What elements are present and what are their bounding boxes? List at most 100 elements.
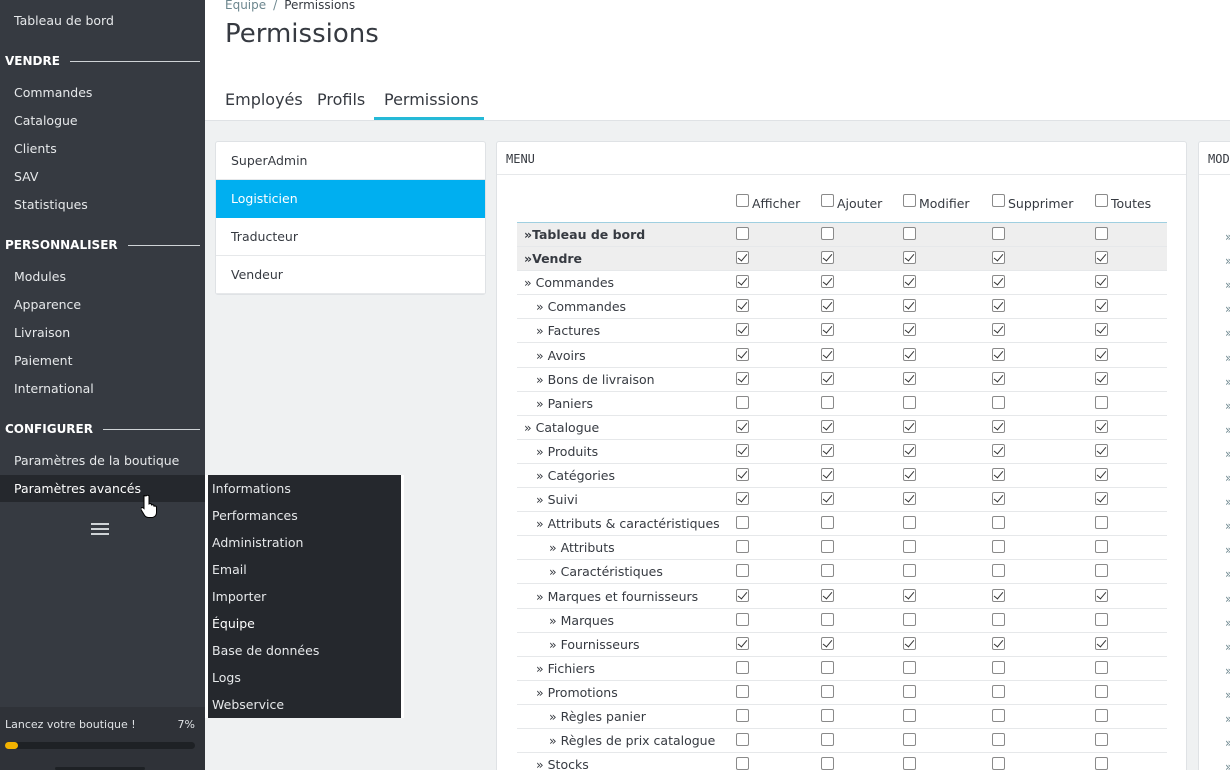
nav-item-international[interactable]: International bbox=[14, 381, 94, 396]
permission-checkbox[interactable] bbox=[903, 636, 916, 650]
permission-checkbox[interactable] bbox=[821, 371, 834, 385]
permission-checkbox[interactable] bbox=[821, 636, 834, 650]
permission-checkbox[interactable] bbox=[736, 660, 749, 674]
permission-checkbox[interactable] bbox=[821, 419, 834, 433]
flyout-item[interactable]: Importer bbox=[212, 589, 267, 604]
nav-item-stats[interactable]: Statistiques bbox=[14, 197, 88, 212]
permission-checkbox[interactable] bbox=[1095, 275, 1108, 289]
row-label[interactable]: » Commandes bbox=[524, 275, 615, 291]
permission-checkbox[interactable] bbox=[1095, 564, 1108, 578]
permission-checkbox[interactable] bbox=[736, 757, 749, 770]
nav-item-customers[interactable]: Clients bbox=[14, 141, 57, 156]
nav-item-orders[interactable]: Commandes bbox=[14, 85, 93, 100]
tab-employees[interactable]: Employés bbox=[225, 90, 303, 109]
flyout-item[interactable]: Performances bbox=[212, 508, 298, 523]
permission-checkbox[interactable] bbox=[903, 227, 916, 240]
permission-checkbox[interactable] bbox=[821, 227, 834, 240]
permission-checkbox[interactable] bbox=[821, 612, 834, 626]
permission-checkbox[interactable] bbox=[903, 419, 916, 433]
row-label[interactable]: » Factures bbox=[536, 323, 601, 339]
permission-checkbox[interactable] bbox=[821, 468, 834, 481]
permission-checkbox[interactable] bbox=[903, 540, 916, 554]
profile-item[interactable]: Traducteur bbox=[216, 218, 485, 256]
permission-checkbox[interactable] bbox=[992, 709, 1005, 722]
flyout-item[interactable]: Logs bbox=[212, 670, 241, 685]
permission-checkbox[interactable] bbox=[992, 443, 1005, 457]
row-label[interactable]: » Commandes bbox=[536, 299, 627, 315]
select-column-checkbox[interactable] bbox=[736, 194, 749, 207]
nav-item-shop-parameters[interactable]: Paramètres de la boutique bbox=[14, 453, 180, 468]
row-label[interactable]: » Catégories bbox=[536, 468, 615, 483]
permission-checkbox[interactable] bbox=[821, 395, 834, 409]
permission-checkbox[interactable] bbox=[821, 757, 834, 770]
permission-checkbox[interactable] bbox=[821, 251, 834, 265]
permission-checkbox[interactable] bbox=[992, 299, 1005, 313]
permission-checkbox[interactable] bbox=[903, 299, 916, 313]
permission-checkbox[interactable] bbox=[903, 371, 916, 385]
permission-checkbox[interactable] bbox=[903, 612, 916, 626]
permission-checkbox[interactable] bbox=[1095, 660, 1108, 674]
profile-item[interactable]: SuperAdmin bbox=[216, 142, 485, 180]
row-label[interactable]: » Avoirs bbox=[536, 347, 586, 363]
permission-checkbox[interactable] bbox=[821, 564, 834, 578]
permission-checkbox[interactable] bbox=[903, 323, 916, 337]
permission-checkbox[interactable] bbox=[992, 347, 1005, 361]
permission-checkbox[interactable] bbox=[736, 227, 749, 240]
row-label[interactable]: » Règles panier bbox=[549, 709, 646, 724]
permission-checkbox[interactable] bbox=[1095, 251, 1108, 265]
row-label[interactable]: » Paniers bbox=[536, 395, 593, 411]
permission-checkbox[interactable] bbox=[903, 251, 916, 265]
row-label[interactable]: » Fournisseurs bbox=[549, 636, 640, 652]
permission-checkbox[interactable] bbox=[1095, 636, 1108, 650]
tab-profiles[interactable]: Profils bbox=[317, 90, 366, 109]
permission-checkbox[interactable] bbox=[736, 709, 749, 722]
breadcrumb-parent[interactable]: Équipe bbox=[225, 0, 267, 12]
permission-checkbox[interactable] bbox=[736, 492, 749, 506]
row-label[interactable]: » Bons de livraison bbox=[536, 371, 655, 387]
permission-checkbox[interactable] bbox=[736, 540, 749, 554]
select-column-checkbox[interactable] bbox=[903, 194, 916, 207]
permission-checkbox[interactable] bbox=[821, 540, 834, 554]
permission-checkbox[interactable] bbox=[1095, 733, 1108, 747]
flyout-item[interactable]: Équipe bbox=[212, 616, 255, 631]
nav-item-shipping[interactable]: Livraison bbox=[14, 325, 71, 340]
nav-item-design[interactable]: Apparence bbox=[14, 297, 82, 312]
permission-checkbox[interactable] bbox=[992, 275, 1005, 289]
permission-checkbox[interactable] bbox=[821, 299, 834, 313]
permission-checkbox[interactable] bbox=[736, 588, 749, 602]
permission-checkbox[interactable] bbox=[821, 492, 834, 506]
permission-checkbox[interactable] bbox=[903, 347, 916, 361]
permission-checkbox[interactable] bbox=[736, 612, 749, 626]
permission-checkbox[interactable] bbox=[992, 636, 1005, 650]
permission-checkbox[interactable] bbox=[1095, 371, 1108, 385]
permission-checkbox[interactable] bbox=[736, 516, 749, 530]
permission-checkbox[interactable] bbox=[903, 443, 916, 457]
permission-checkbox[interactable] bbox=[821, 684, 834, 698]
permission-checkbox[interactable] bbox=[903, 275, 916, 289]
permission-checkbox[interactable] bbox=[821, 733, 834, 747]
row-label[interactable]: » Fichiers bbox=[536, 660, 595, 676]
row-label[interactable]: » Marques bbox=[549, 612, 615, 628]
permission-checkbox[interactable] bbox=[736, 684, 749, 698]
permission-checkbox[interactable] bbox=[736, 323, 749, 337]
permission-checkbox[interactable] bbox=[992, 395, 1005, 409]
nav-item-payment[interactable]: Paiement bbox=[14, 353, 73, 368]
flyout-item[interactable]: Informations bbox=[212, 481, 291, 496]
permission-checkbox[interactable] bbox=[821, 443, 834, 457]
nav-dashboard[interactable]: Tableau de bord bbox=[14, 13, 114, 28]
row-label[interactable]: » Marques et fournisseurs bbox=[536, 588, 699, 604]
permission-checkbox[interactable] bbox=[903, 709, 916, 722]
permission-checkbox[interactable] bbox=[992, 660, 1005, 674]
permission-checkbox[interactable] bbox=[736, 733, 749, 747]
row-label[interactable]: »Tableau de bord bbox=[524, 227, 646, 242]
select-column-checkbox[interactable] bbox=[821, 194, 834, 207]
row-label[interactable]: » Attributs & caractéristiques bbox=[536, 516, 720, 532]
menu-collapse-icon[interactable] bbox=[91, 523, 109, 537]
permission-checkbox[interactable] bbox=[1095, 347, 1108, 361]
permission-checkbox[interactable] bbox=[821, 709, 834, 722]
permission-checkbox[interactable] bbox=[1095, 684, 1108, 698]
permission-checkbox[interactable] bbox=[1095, 588, 1108, 602]
permission-checkbox[interactable] bbox=[821, 347, 834, 361]
select-column-checkbox[interactable] bbox=[992, 194, 1005, 207]
permission-checkbox[interactable] bbox=[821, 275, 834, 289]
